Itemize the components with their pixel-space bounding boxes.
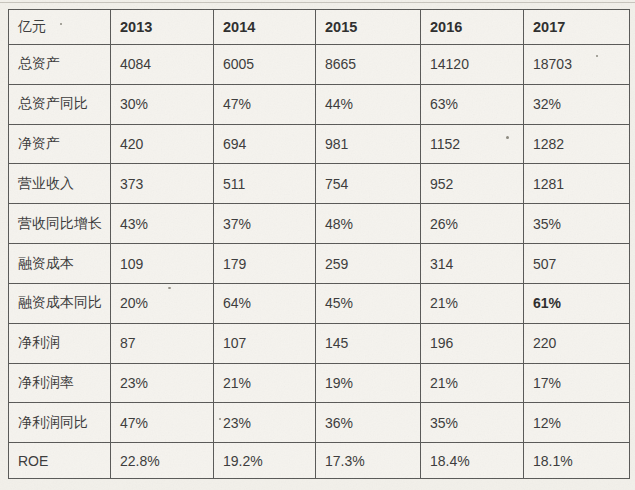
unit-header-cell: 亿元 <box>9 10 111 45</box>
value-cell: 43% <box>111 204 214 244</box>
value-cell: 420 <box>111 124 214 164</box>
value-cell: 47% <box>111 403 214 443</box>
value-cell: 196 <box>421 323 524 363</box>
value-cell: 64% <box>214 283 316 323</box>
value-cell: 694 <box>214 124 316 164</box>
year-header-cell: 2015 <box>316 10 421 45</box>
value-cell: 45% <box>316 283 421 323</box>
table-row: 总资产4084600586651412018703 <box>9 45 630 85</box>
table-row: 营收同比增长43%37%48%26%35% <box>9 204 630 244</box>
value-cell: 109 <box>111 244 214 284</box>
value-cell: 35% <box>421 403 524 443</box>
row-label-cell: 净利润同比 <box>9 403 111 443</box>
value-cell: 19.2% <box>214 443 316 479</box>
value-cell: 981 <box>316 124 421 164</box>
year-header-cell: 2014 <box>214 10 316 45</box>
value-cell: 17.3% <box>316 443 421 479</box>
value-cell: 107 <box>214 323 316 363</box>
value-cell: 47% <box>214 84 316 124</box>
value-cell: 314 <box>421 244 524 284</box>
value-cell: 220 <box>524 323 630 363</box>
value-cell: 21% <box>421 363 524 403</box>
value-cell: 87 <box>111 323 214 363</box>
table-row: 净利润87107145196220 <box>9 323 630 363</box>
value-cell: 145 <box>316 323 421 363</box>
value-cell: 12% <box>524 403 630 443</box>
value-cell: 63% <box>421 84 524 124</box>
value-cell: 952 <box>421 164 524 204</box>
value-cell: 23% <box>111 363 214 403</box>
row-label-cell: 营业收入 <box>9 164 111 204</box>
value-cell: 35% <box>524 204 630 244</box>
row-label-cell: 总资产同比 <box>9 84 111 124</box>
row-label-cell: 融资成本 <box>9 244 111 284</box>
table-row: 总资产同比30%47%44%63%32% <box>9 84 630 124</box>
table-row: 营业收入3735117549521281 <box>9 164 630 204</box>
table-header-row: 亿元 20132014201520162017 <box>9 10 630 45</box>
table-row: ROE22.8%19.2%17.3%18.4%18.1% <box>9 443 630 479</box>
value-cell: 1282 <box>524 124 630 164</box>
value-cell: 26% <box>421 204 524 244</box>
row-label-cell: 总资产 <box>9 45 111 85</box>
value-cell: 1152 <box>421 124 524 164</box>
value-cell: 179 <box>214 244 316 284</box>
value-cell: 18.1% <box>524 443 630 479</box>
value-cell: 20% <box>111 283 214 323</box>
value-cell: 4084 <box>111 45 214 85</box>
row-label-cell: 净资产 <box>9 124 111 164</box>
row-label-cell: 净利润 <box>9 323 111 363</box>
value-cell: 507 <box>524 244 630 284</box>
value-cell: 21% <box>421 283 524 323</box>
table-row: 净利润同比47%23%36%35%12% <box>9 403 630 443</box>
row-label-cell: 融资成本同比 <box>9 283 111 323</box>
value-cell: 22.8% <box>111 443 214 479</box>
value-cell: 44% <box>316 84 421 124</box>
row-label-cell: ROE <box>9 443 111 479</box>
scanned-table-page: { "colors": { "page_background": "#f2f0e… <box>0 0 635 490</box>
value-cell: 61% <box>524 283 630 323</box>
value-cell: 259 <box>316 244 421 284</box>
value-cell: 37% <box>214 204 316 244</box>
value-cell: 6005 <box>214 45 316 85</box>
table-row: 净利润率23%21%19%21%17% <box>9 363 630 403</box>
value-cell: 19% <box>316 363 421 403</box>
value-cell: 754 <box>316 164 421 204</box>
value-cell: 1281 <box>524 164 630 204</box>
value-cell: 48% <box>316 204 421 244</box>
value-cell: 30% <box>111 84 214 124</box>
table-row: 净资产42069498111521282 <box>9 124 630 164</box>
value-cell: 511 <box>214 164 316 204</box>
value-cell: 373 <box>111 164 214 204</box>
value-cell: 8665 <box>316 45 421 85</box>
value-cell: 17% <box>524 363 630 403</box>
page-top-edge-line <box>0 2 635 3</box>
value-cell: 18.4% <box>421 443 524 479</box>
value-cell: 23% <box>214 403 316 443</box>
financial-metrics-table: 亿元 20132014201520162017 总资产4084600586651… <box>8 9 630 479</box>
value-cell: 18703 <box>524 45 630 85</box>
year-header-cell: 2013 <box>111 10 214 45</box>
value-cell: 21% <box>214 363 316 403</box>
value-cell: 14120 <box>421 45 524 85</box>
table-row: 融资成本同比20%64%45%21%61% <box>9 283 630 323</box>
year-header-cell: 2016 <box>421 10 524 45</box>
value-cell: 36% <box>316 403 421 443</box>
row-label-cell: 营收同比增长 <box>9 204 111 244</box>
value-cell: 32% <box>524 84 630 124</box>
row-label-cell: 净利润率 <box>9 363 111 403</box>
table-row: 融资成本109179259314507 <box>9 244 630 284</box>
year-header-cell: 2017 <box>524 10 630 45</box>
